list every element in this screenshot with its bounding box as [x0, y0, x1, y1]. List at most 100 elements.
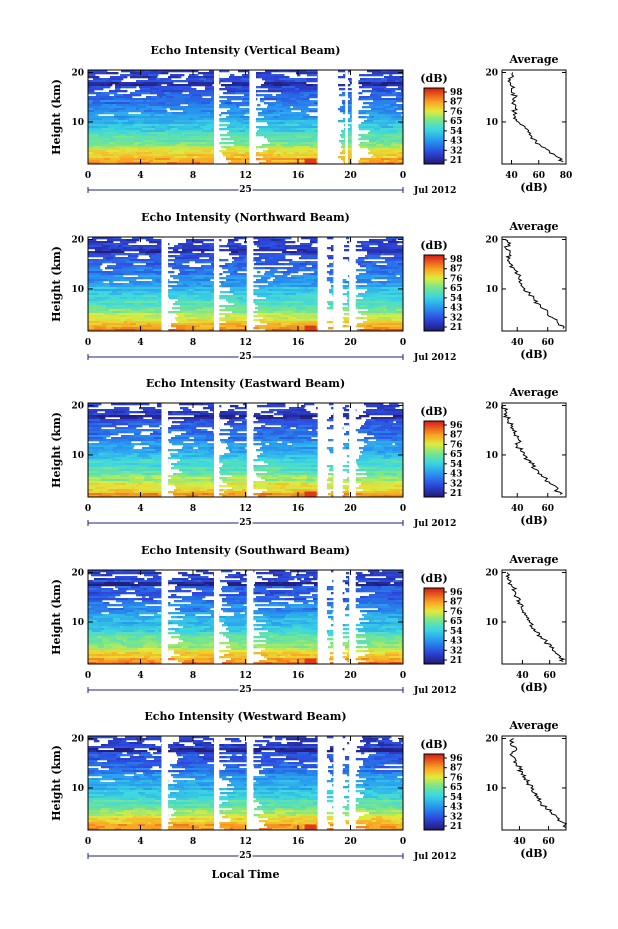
heatmap-cell — [234, 160, 241, 163]
heatmap-cell — [372, 126, 382, 129]
heatmap-cell — [373, 104, 385, 107]
heatmap-cell — [172, 622, 188, 625]
heatmap-cell — [225, 277, 233, 280]
heatmap-cell — [129, 156, 135, 159]
heatmap-cell — [239, 130, 246, 133]
heatmap-cell — [145, 245, 160, 248]
heatmap-cell — [289, 247, 298, 250]
heatmap-cell — [113, 618, 121, 621]
heatmap-cell — [129, 142, 135, 145]
heatmap-cell — [295, 88, 300, 91]
heatmap-cell — [116, 297, 121, 300]
heatmap-cell — [136, 594, 140, 597]
x-tick-label: 12 — [239, 338, 252, 348]
heatmap-cell — [220, 473, 228, 476]
heatmap-cell — [121, 70, 136, 73]
heatmap-cell — [109, 90, 125, 93]
colorbar-step — [424, 489, 444, 492]
heatmap-cell — [199, 245, 204, 248]
heatmap-cell — [173, 483, 186, 486]
heatmap-cell — [136, 152, 153, 155]
heatmap-cell — [152, 239, 165, 242]
heatmap-cell — [366, 271, 382, 274]
heatmap-cell — [207, 144, 219, 147]
heatmap-cell — [294, 158, 306, 161]
heatmap-cell — [203, 415, 210, 418]
heatmap-cell — [278, 475, 295, 478]
heatmap-cell — [342, 150, 359, 153]
heatmap-cell — [204, 439, 216, 442]
heatmap-cell — [92, 630, 102, 633]
heatmap-cell — [127, 315, 141, 318]
heatmap-cell — [162, 90, 167, 93]
heatmap-cell — [280, 283, 287, 286]
heatmap-cell — [205, 261, 219, 264]
heatmap-cell — [303, 305, 311, 308]
heatmap-cell — [178, 116, 187, 119]
heatmap-cell — [230, 108, 235, 111]
heatmap-cell — [93, 307, 106, 310]
heatmap-cell — [199, 116, 210, 119]
heatmap-cell — [130, 76, 143, 79]
heatmap-cell — [239, 136, 252, 139]
heatmap-cell — [220, 467, 236, 470]
heatmap-cell — [204, 98, 216, 101]
heatmap-cell — [108, 608, 121, 611]
heatmap-cell — [88, 134, 100, 137]
heatmap-cell — [398, 265, 404, 268]
heatmap-cell — [101, 297, 110, 300]
x-tick-label: 0 — [400, 338, 406, 348]
heatmap-cell — [280, 461, 288, 464]
heatmap-cell — [300, 150, 309, 153]
average-title: Average — [508, 386, 558, 399]
heatmap-cell — [141, 291, 145, 294]
heatmap-cell — [141, 126, 146, 129]
heatmap-cell — [287, 417, 301, 420]
heatmap-cell — [227, 78, 242, 81]
heatmap-cell — [388, 271, 393, 274]
heatmap-cell — [149, 253, 157, 256]
heatmap-cell — [201, 628, 205, 631]
heatmap-cell — [396, 572, 404, 575]
heatmap-cell — [327, 483, 336, 486]
heatmap-cell — [270, 610, 277, 613]
heatmap-cell — [386, 269, 395, 272]
heatmap-cell — [367, 251, 380, 254]
heatmap-cell — [261, 411, 274, 414]
heatmap-cell — [174, 439, 190, 442]
heatmap-cell — [88, 126, 100, 129]
heatmap-cell — [221, 146, 225, 149]
heatmap-cell — [227, 602, 234, 605]
heatmap-cell — [121, 327, 138, 330]
heatmap-cell — [388, 489, 394, 492]
heatmap-cell — [182, 574, 194, 577]
colorbar-step — [424, 495, 444, 498]
heatmap-cell — [150, 106, 163, 109]
heatmap-cell — [254, 413, 261, 416]
heatmap-cell — [281, 303, 291, 306]
heatmap-cell — [149, 455, 156, 458]
heatmap-cell — [192, 76, 202, 79]
heatmap-cell — [377, 407, 385, 410]
heatmap-cell — [289, 407, 305, 410]
heatmap-cell — [367, 319, 377, 322]
heatmap-cell — [312, 630, 318, 633]
heatmap-cell — [360, 142, 366, 145]
heatmap-cell — [118, 144, 134, 147]
heatmap-cell — [126, 305, 141, 308]
heatmap-cell — [373, 249, 389, 252]
heatmap-cell — [304, 612, 308, 615]
heatmap-cell — [284, 427, 291, 430]
heatmap-cell — [150, 271, 159, 274]
heatmap-cell — [210, 409, 218, 412]
heatmap-cell — [139, 594, 154, 597]
heatmap-cell — [398, 106, 404, 109]
heatmap-cell — [125, 610, 135, 613]
heatmap-cell — [199, 445, 209, 448]
heatmap-cell — [370, 423, 376, 426]
heatmap-cell — [285, 80, 296, 83]
heatmap-cell — [392, 588, 404, 591]
heatmap-cell — [210, 102, 215, 105]
heatmap-cell — [97, 329, 103, 332]
heatmap-cell — [109, 289, 117, 292]
